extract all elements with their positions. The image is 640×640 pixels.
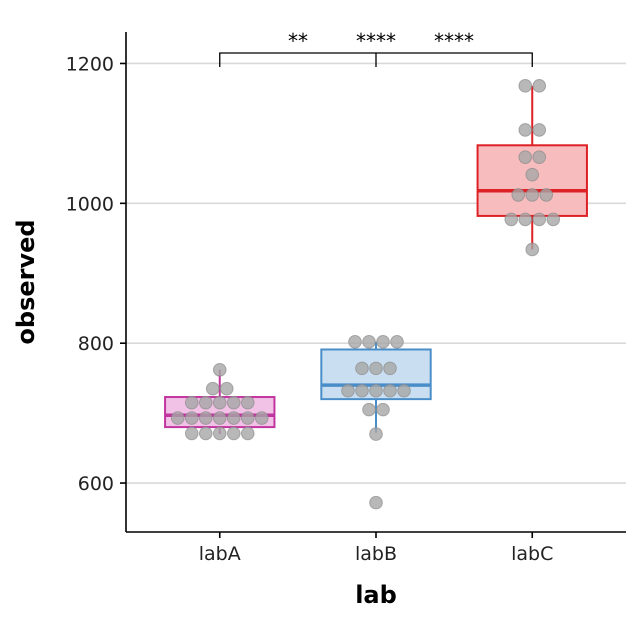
significance-brackets: ** **** ****	[220, 29, 533, 67]
data-point	[241, 396, 254, 409]
data-point	[377, 335, 390, 348]
data-point	[363, 403, 376, 416]
data-point	[199, 427, 212, 440]
data-point	[533, 213, 546, 226]
y-tick-label: 1000	[66, 193, 114, 215]
x-tick-label: labB	[355, 543, 397, 565]
axes	[126, 32, 626, 532]
data-point	[349, 335, 362, 348]
data-point	[377, 403, 390, 416]
data-point	[213, 363, 226, 376]
data-point	[391, 335, 404, 348]
data-point	[185, 412, 198, 425]
data-point	[213, 396, 226, 409]
data-point	[241, 412, 254, 425]
data-point	[213, 427, 226, 440]
data-point	[206, 382, 219, 395]
data-point	[185, 427, 198, 440]
data-point	[526, 189, 539, 202]
significance-label: ****	[356, 29, 396, 53]
data-point	[384, 362, 397, 375]
data-point	[227, 396, 240, 409]
data-point	[526, 243, 539, 256]
data-point	[370, 428, 383, 441]
data-point	[540, 189, 553, 202]
data-point	[533, 80, 546, 93]
data-point	[398, 384, 411, 397]
data-point	[171, 412, 184, 425]
data-point	[356, 362, 369, 375]
data-point	[241, 427, 254, 440]
data-point	[519, 124, 532, 137]
significance-label: **	[288, 29, 308, 53]
data-point	[363, 335, 376, 348]
box-labC	[478, 86, 587, 250]
data-point	[227, 412, 240, 425]
data-point	[199, 412, 212, 425]
data-point	[213, 412, 226, 425]
data-point	[533, 151, 546, 164]
data-point	[370, 362, 383, 375]
data-point	[255, 412, 268, 425]
y-axis-title: observed	[12, 219, 40, 344]
ticks: 600 800 1000 1200 labA labB labC	[66, 53, 554, 565]
comparison-bracket	[220, 53, 533, 67]
x-tick-label: labA	[199, 543, 241, 565]
y-tick-label: 1200	[66, 53, 114, 75]
boxes	[165, 86, 587, 434]
data-point	[199, 396, 212, 409]
data-point	[185, 396, 198, 409]
data-point	[342, 384, 355, 397]
x-axis-title: lab	[355, 581, 397, 609]
data-point	[227, 427, 240, 440]
y-tick-label: 800	[78, 333, 114, 355]
data-point	[547, 213, 560, 226]
data-point	[370, 384, 383, 397]
data-point	[519, 151, 532, 164]
data-point	[512, 189, 525, 202]
x-tick-label: labC	[511, 543, 553, 565]
y-tick-label: 600	[78, 473, 114, 495]
data-point	[370, 496, 383, 509]
data-point	[519, 80, 532, 93]
data-point	[533, 124, 546, 137]
data-point	[356, 384, 369, 397]
data-point	[220, 382, 233, 395]
data-point	[384, 384, 397, 397]
data-point	[505, 213, 518, 226]
significance-label: ****	[434, 29, 474, 53]
data-points	[171, 80, 559, 509]
data-point	[526, 168, 539, 181]
data-point	[519, 213, 532, 226]
